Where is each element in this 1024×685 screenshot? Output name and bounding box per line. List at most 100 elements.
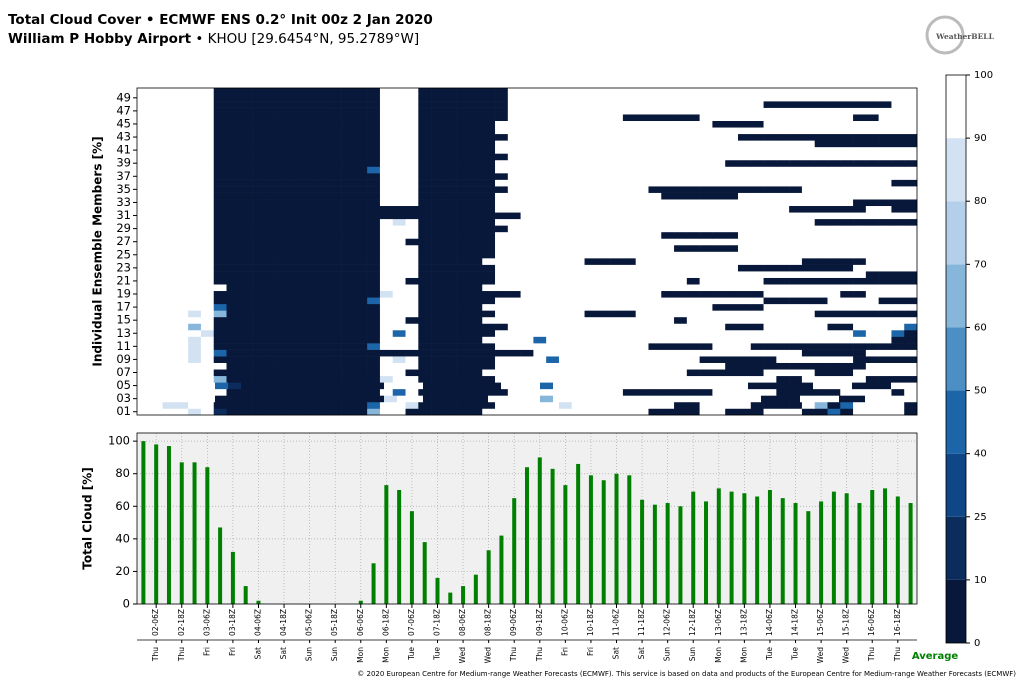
bar — [844, 493, 849, 604]
heat-cell — [814, 375, 828, 383]
heat-cell — [737, 264, 752, 272]
heat-cell — [367, 140, 381, 148]
heat-cell — [670, 395, 684, 403]
heat-cell — [213, 88, 227, 95]
heat-cell — [379, 205, 394, 213]
weekday-label: Sat — [612, 647, 621, 659]
heat-cell — [597, 238, 611, 246]
x-tick-label: 09-18Z — [535, 609, 544, 636]
heat-cell — [622, 114, 636, 121]
heat-cell — [891, 199, 905, 207]
heat-cell — [379, 401, 394, 409]
heat-cell — [853, 401, 867, 409]
heat-cell — [277, 356, 291, 363]
heat-cell — [712, 179, 726, 187]
heat-cell — [264, 127, 278, 135]
heat-cell — [215, 382, 229, 390]
heat-cell — [610, 88, 624, 95]
heat-cell — [725, 343, 739, 350]
y-tick-label: 05 — [116, 378, 131, 392]
heat-cell — [597, 362, 611, 370]
heat-cell — [597, 114, 611, 121]
heat-cell — [254, 395, 268, 403]
heat-cell — [865, 329, 879, 337]
heat-cell — [814, 133, 828, 141]
heat-cell — [392, 388, 406, 396]
heat-cell — [865, 297, 879, 305]
heat-cell — [622, 166, 636, 174]
heat-cell — [469, 408, 483, 416]
heat-cell — [264, 369, 278, 377]
heat-cell — [354, 114, 368, 121]
heat-cell — [290, 159, 304, 167]
heat-cell — [264, 192, 278, 200]
heat-cell — [635, 349, 649, 357]
heat-cell — [763, 297, 777, 305]
weekday-label: Fri — [560, 647, 569, 656]
heat-cell — [252, 120, 266, 128]
heat-cell — [533, 186, 547, 193]
heat-cell — [904, 401, 918, 409]
heat-cell — [878, 258, 892, 265]
heat-cell — [789, 212, 803, 220]
heat-cell — [776, 408, 790, 416]
heat-cell — [397, 395, 411, 403]
heat-cell — [188, 356, 202, 363]
heat-cell — [763, 186, 777, 193]
heat-cell — [558, 349, 573, 357]
heat-cell — [699, 88, 713, 95]
heat-cell — [722, 382, 736, 390]
heat-cell — [507, 297, 521, 305]
heat-cell — [264, 238, 278, 246]
heat-cell — [789, 329, 803, 337]
heat-cell — [290, 343, 304, 350]
heat-cell — [597, 153, 611, 161]
heat-cell — [686, 401, 700, 409]
heat-cell — [303, 349, 317, 357]
heat-cell — [137, 388, 151, 396]
heat-cell — [316, 186, 330, 193]
heat-cell — [200, 349, 215, 357]
colorbar-tick-label: 100 — [974, 70, 993, 81]
heat-cell — [520, 336, 534, 344]
heat-cell — [188, 205, 202, 213]
heat-cell — [150, 395, 164, 403]
heat-cell — [801, 349, 816, 357]
heat-cell — [546, 369, 560, 377]
heat-cell — [277, 107, 291, 115]
heat-cell — [354, 218, 368, 226]
heat-cell — [865, 166, 879, 174]
bar — [908, 503, 913, 604]
heat-cell — [175, 284, 189, 292]
heat-cell — [418, 107, 432, 115]
heat-cell — [763, 120, 777, 128]
heat-cell — [150, 382, 164, 390]
heat-cell — [776, 343, 790, 350]
heat-cell — [354, 375, 368, 383]
heat-cell — [358, 382, 372, 390]
heat-cell — [149, 218, 163, 226]
heat-cell — [303, 127, 317, 135]
heat-cell — [622, 290, 636, 298]
heat-cell — [635, 323, 649, 331]
heat-cell — [533, 120, 547, 128]
heat-cell — [840, 192, 854, 200]
heat-cell — [801, 303, 816, 311]
heat-cell — [712, 192, 726, 200]
heat-cell — [800, 395, 814, 403]
heat-cell — [827, 114, 841, 121]
heat-cell — [354, 120, 368, 128]
heat-cell — [379, 186, 394, 193]
heat-cell — [725, 120, 739, 128]
heat-cell — [904, 395, 918, 403]
heat-cell — [776, 107, 790, 115]
heat-cell — [750, 166, 764, 174]
heat-cell — [328, 238, 342, 246]
heat-cell — [226, 133, 240, 141]
heat-cell — [737, 205, 752, 213]
heat-cell — [814, 114, 828, 121]
heat-cell — [520, 88, 534, 95]
heat-cell — [397, 382, 411, 390]
heat-cell — [735, 382, 749, 390]
heat-cell — [827, 199, 841, 207]
